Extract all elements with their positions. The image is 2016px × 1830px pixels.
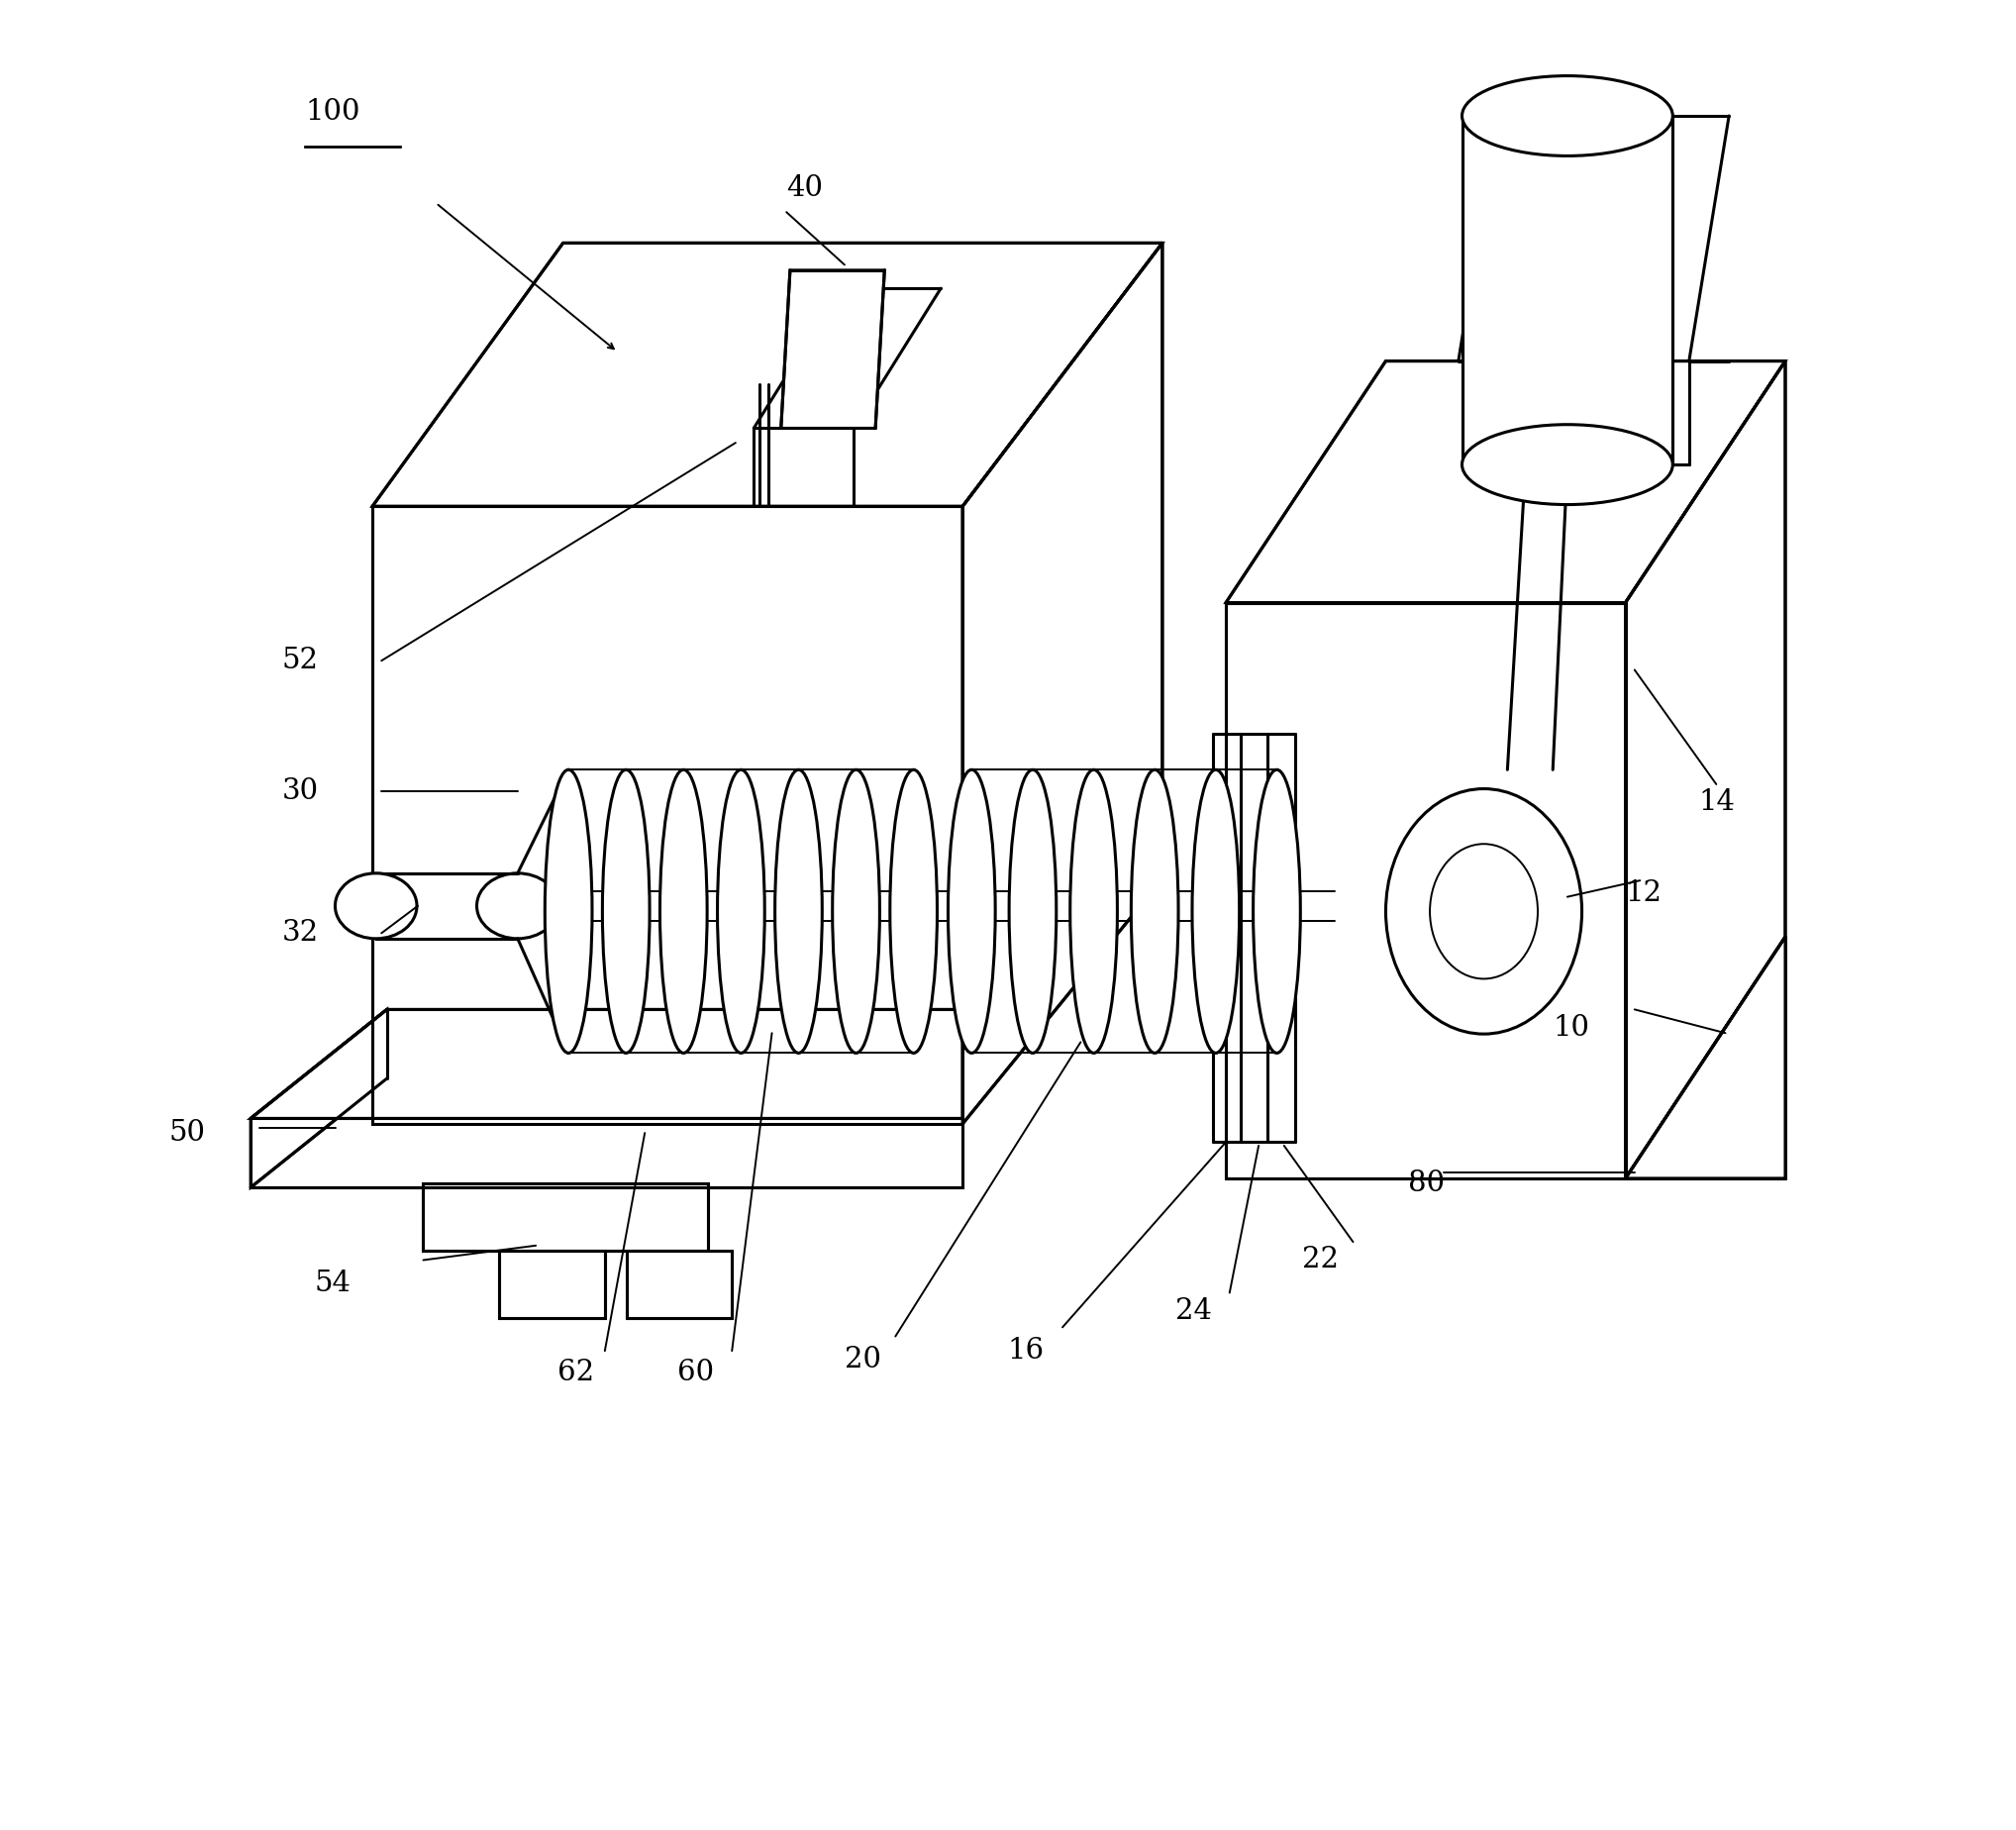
Text: 30: 30 (282, 778, 319, 805)
Polygon shape (423, 1184, 708, 1252)
Text: 50: 50 (169, 1120, 206, 1147)
Ellipse shape (1429, 844, 1538, 979)
Polygon shape (1226, 361, 1786, 602)
Polygon shape (780, 271, 885, 428)
Polygon shape (1625, 361, 1786, 1179)
Ellipse shape (774, 770, 823, 1052)
Text: 20: 20 (845, 1347, 881, 1374)
Ellipse shape (889, 770, 937, 1052)
Polygon shape (250, 1118, 962, 1188)
Ellipse shape (1191, 770, 1240, 1052)
Ellipse shape (1131, 770, 1177, 1052)
Ellipse shape (659, 770, 708, 1052)
Ellipse shape (948, 770, 996, 1052)
Text: 32: 32 (282, 919, 319, 948)
Polygon shape (373, 507, 962, 1124)
Text: 100: 100 (304, 99, 361, 126)
Text: 54: 54 (314, 1270, 351, 1297)
Text: 12: 12 (1625, 880, 1661, 908)
Polygon shape (1226, 602, 1625, 1179)
Polygon shape (627, 1252, 732, 1318)
Ellipse shape (1254, 770, 1300, 1052)
Ellipse shape (1010, 770, 1056, 1052)
Text: 80: 80 (1407, 1169, 1443, 1197)
Polygon shape (1625, 937, 1786, 1179)
Text: 60: 60 (677, 1360, 714, 1387)
Polygon shape (250, 1010, 962, 1118)
Text: 40: 40 (786, 174, 823, 203)
Ellipse shape (544, 770, 593, 1052)
Text: 14: 14 (1697, 789, 1734, 816)
Ellipse shape (603, 770, 649, 1052)
Ellipse shape (718, 770, 764, 1052)
Text: 24: 24 (1175, 1297, 1212, 1325)
Text: 62: 62 (556, 1360, 595, 1387)
Polygon shape (250, 1010, 387, 1188)
Text: 16: 16 (1008, 1338, 1044, 1365)
Polygon shape (962, 243, 1163, 1124)
Ellipse shape (335, 873, 417, 939)
Ellipse shape (833, 770, 879, 1052)
Polygon shape (373, 243, 1163, 507)
Ellipse shape (1462, 425, 1673, 505)
Ellipse shape (478, 873, 558, 939)
Text: 22: 22 (1302, 1246, 1339, 1274)
Ellipse shape (1385, 789, 1583, 1034)
Text: 10: 10 (1552, 1014, 1589, 1041)
Polygon shape (377, 873, 518, 939)
Ellipse shape (1462, 75, 1673, 156)
Ellipse shape (1070, 770, 1117, 1052)
Text: 52: 52 (282, 646, 319, 675)
Polygon shape (500, 1252, 605, 1318)
Polygon shape (1462, 115, 1673, 465)
